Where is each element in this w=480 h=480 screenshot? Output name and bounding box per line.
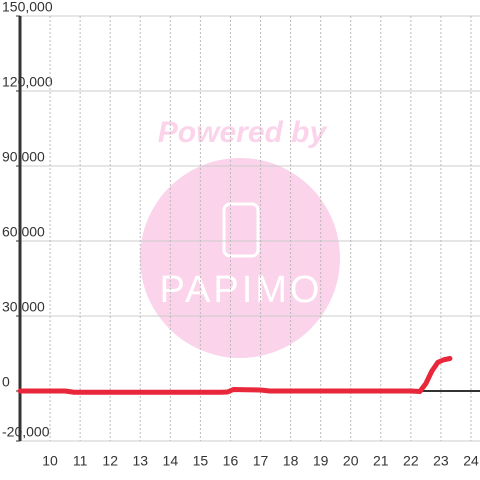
watermark-circle xyxy=(140,158,340,358)
y-tick-label: 30,000 xyxy=(2,299,45,315)
watermark-text: PAPIMO xyxy=(160,269,323,311)
y-tick-label: -20,000 xyxy=(2,424,50,440)
x-tick-label: 14 xyxy=(163,453,179,469)
x-tick-label: 20 xyxy=(343,453,359,469)
x-tick-label: 11 xyxy=(73,453,88,469)
x-tick-label: 15 xyxy=(193,453,209,469)
watermark-text: Powered by xyxy=(158,116,328,149)
x-tick-label: 10 xyxy=(42,453,58,469)
y-tick-label: 60,000 xyxy=(2,224,45,240)
data-line xyxy=(17,356,453,395)
y-tick-label: 90,000 xyxy=(2,149,45,165)
y-tick-label: 150,000 xyxy=(2,0,53,15)
x-tick-label: 19 xyxy=(313,453,329,469)
x-tick-label: 13 xyxy=(132,453,148,469)
x-tick-label: 12 xyxy=(102,453,118,469)
x-tick-label: 21 xyxy=(373,453,389,469)
y-tick-label: 120,000 xyxy=(2,74,53,90)
x-tick-label: 22 xyxy=(403,453,419,469)
x-tick-label: 17 xyxy=(253,453,269,469)
x-tick-label: 18 xyxy=(283,453,299,469)
x-tick-label: 24 xyxy=(463,453,479,469)
x-tick-label: 16 xyxy=(223,453,239,469)
y-tick-label: 0 xyxy=(2,374,10,390)
watermark-icon xyxy=(222,202,260,258)
x-tick-label: 23 xyxy=(433,453,449,469)
